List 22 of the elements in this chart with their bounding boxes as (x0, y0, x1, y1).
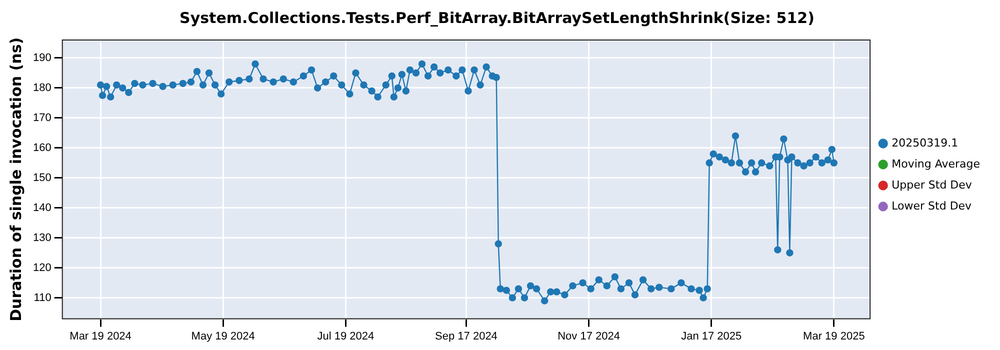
y-tick-label: 150 (32, 172, 52, 184)
y-tick-label: 190 (32, 52, 52, 64)
legend-label: 20250319.1 (892, 136, 958, 150)
x-tick-label: Mar 19 2025 (803, 330, 865, 342)
x-tick-label: Sep 17 2024 (435, 330, 498, 342)
y-tick-label: 170 (32, 112, 52, 124)
x-tick-label: May 19 2024 (191, 330, 255, 342)
legend-label: Lower Std Dev (892, 199, 972, 212)
y-tick-label: 180 (32, 82, 52, 94)
x-tick-label: Jul 19 2024 (317, 330, 374, 342)
y-tick-label: 140 (32, 202, 52, 214)
x-tick-label: Nov 17 2024 (558, 330, 620, 342)
legend-label: Upper Std Dev (892, 178, 972, 192)
chart-title: System.Collections.Tests.Perf_BitArray.BitArraySetLengthShrink(Size: 512) (180, 8, 814, 27)
legend-label: Moving Average (892, 157, 980, 170)
x-tick-label: Jan 17 2025 (681, 330, 742, 342)
y-tick-label: 160 (32, 142, 52, 154)
y-tick-label: 130 (32, 232, 52, 244)
y-tick-label: 110 (34, 292, 52, 304)
x-tick-label: Mar 19 2024 (70, 330, 132, 342)
y-axis-title: Duration of single invocation (ns) (6, 37, 25, 322)
y-tick-label: 120 (32, 262, 52, 274)
